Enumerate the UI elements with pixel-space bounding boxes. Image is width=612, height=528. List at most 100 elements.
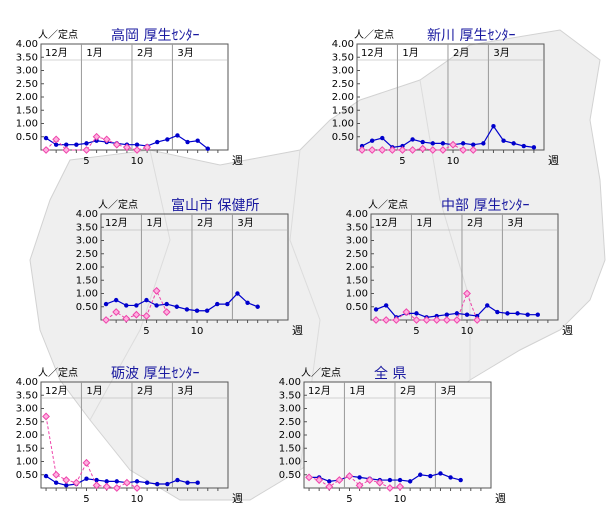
unit-label: 人／定点 (368, 198, 408, 211)
y-tick-label: 0.50 (279, 470, 301, 481)
week-label: 週 (548, 154, 559, 167)
y-tick-label: 1.50 (16, 105, 38, 116)
x-tick-label: 10 (447, 156, 460, 167)
data-point-current (184, 307, 190, 312)
data-point-previous (143, 143, 152, 152)
y-tick-label: 2.00 (346, 262, 368, 273)
data-point-current (481, 141, 486, 146)
y-tick-label: 3.50 (332, 52, 354, 63)
data-point-current (205, 146, 210, 151)
data-point-current (380, 135, 385, 141)
data-point-previous (325, 482, 334, 491)
x-tick-label: 5 (83, 156, 89, 167)
data-point-current (43, 473, 49, 479)
data-point-current (418, 472, 423, 477)
month-label: 3月 (177, 385, 193, 397)
series-current-line (309, 472, 461, 482)
data-point-current (114, 479, 120, 484)
data-point-current (154, 303, 159, 308)
data-point-current (359, 143, 365, 149)
data-point-previous (422, 316, 431, 324)
chart-panel-2: 人／定点 新川 厚生ｾﾝﾀｰ 4.00 3.50 3.00 2.50 2.00 1.50 1.0… (332, 28, 559, 167)
data-point-previous (132, 310, 141, 319)
data-point-current (387, 477, 393, 483)
y-tick-label: 3.00 (76, 236, 98, 247)
series-previous-line (362, 144, 474, 151)
y-tick-label: 3.00 (279, 404, 301, 415)
data-point-current (464, 312, 470, 317)
data-point-current (430, 141, 436, 146)
data-point-previous (92, 132, 101, 141)
data-point-current (357, 475, 362, 480)
data-point-previous (112, 140, 121, 149)
y-tick-label: 3.50 (346, 222, 368, 233)
data-point-previous (305, 473, 313, 482)
data-point-current (225, 301, 230, 307)
y-tick-label: 3.50 (76, 222, 98, 233)
data-point-current (383, 303, 389, 308)
month-label: 1月 (86, 385, 102, 397)
data-point-previous (386, 484, 394, 492)
data-point-current (134, 303, 139, 308)
y-tick-label: 2.00 (279, 430, 301, 441)
data-point-previous (442, 316, 451, 324)
data-point-current (420, 139, 425, 145)
data-point-previous (62, 476, 71, 484)
y-tick-label: 3.00 (16, 404, 38, 415)
data-point-current (175, 477, 180, 483)
data-point-current (440, 141, 446, 146)
month-label: 2月 (137, 385, 153, 397)
data-point-current (535, 312, 540, 317)
data-point-current (204, 308, 210, 313)
y-tick-label: 2.50 (332, 79, 354, 90)
data-point-current (531, 145, 537, 150)
month-label: 12月 (375, 217, 398, 229)
data-point-previous (133, 484, 141, 492)
x-tick-label: 5 (399, 156, 405, 167)
y-tick-label: 3.00 (16, 66, 38, 77)
data-point-previous (368, 146, 377, 154)
data-point-previous (428, 146, 437, 154)
data-point-current (407, 479, 413, 484)
y-tick-label: 3.50 (279, 390, 301, 401)
data-point-current (194, 308, 200, 313)
y-tick-label: 3.00 (346, 236, 368, 247)
y-tick-label: 4.00 (332, 39, 354, 50)
data-point-previous (365, 476, 374, 484)
month-label: 1月 (349, 385, 365, 397)
data-point-previous (42, 146, 50, 154)
unit-label: 人／定点 (38, 28, 78, 41)
chart-panel-4: 人／定点 中部 厚生ｾﾝﾀｰ 4.00 3.50 3.00 2.50 2.00 1.50 1.0… (346, 198, 573, 337)
data-point-current (124, 303, 129, 308)
month-label: 3月 (440, 385, 456, 397)
data-point-previous (375, 478, 384, 487)
data-point-previous (378, 146, 387, 154)
data-point-previous (92, 481, 101, 490)
data-point-previous (453, 316, 461, 324)
data-point-current (444, 312, 450, 317)
y-tick-label: 2.50 (76, 249, 98, 260)
unit-label: 人／定点 (98, 198, 138, 211)
data-point-current (215, 301, 220, 307)
data-point-current (327, 479, 332, 484)
y-tick-label: 4.00 (346, 209, 368, 220)
data-point-current (245, 300, 250, 305)
data-point-current (491, 123, 496, 129)
data-point-previous (396, 482, 404, 491)
y-tick-label: 2.00 (16, 430, 38, 441)
data-point-current (84, 476, 89, 481)
data-point-current (94, 477, 99, 483)
y-tick-label: 1.00 (279, 457, 301, 468)
chart-panel-1: 人／定点 高岡 厚生ｾﾝﾀｰ 4.00 3.50 3.00 2.50 2.00 1.50 1.0… (16, 27, 243, 167)
unit-label: 人／定点 (354, 28, 394, 41)
data-point-current (53, 142, 59, 147)
map-district-line-3 (419, 79, 471, 380)
data-point-current (438, 471, 443, 476)
data-point-current (113, 297, 119, 303)
data-point-previous (315, 476, 324, 484)
month-label: 12月 (105, 217, 128, 229)
data-point-current (144, 480, 150, 485)
month-label: 3月 (177, 47, 193, 59)
month-label: 3月 (507, 217, 523, 229)
chart-title: 富山市 保健所 (171, 197, 259, 214)
